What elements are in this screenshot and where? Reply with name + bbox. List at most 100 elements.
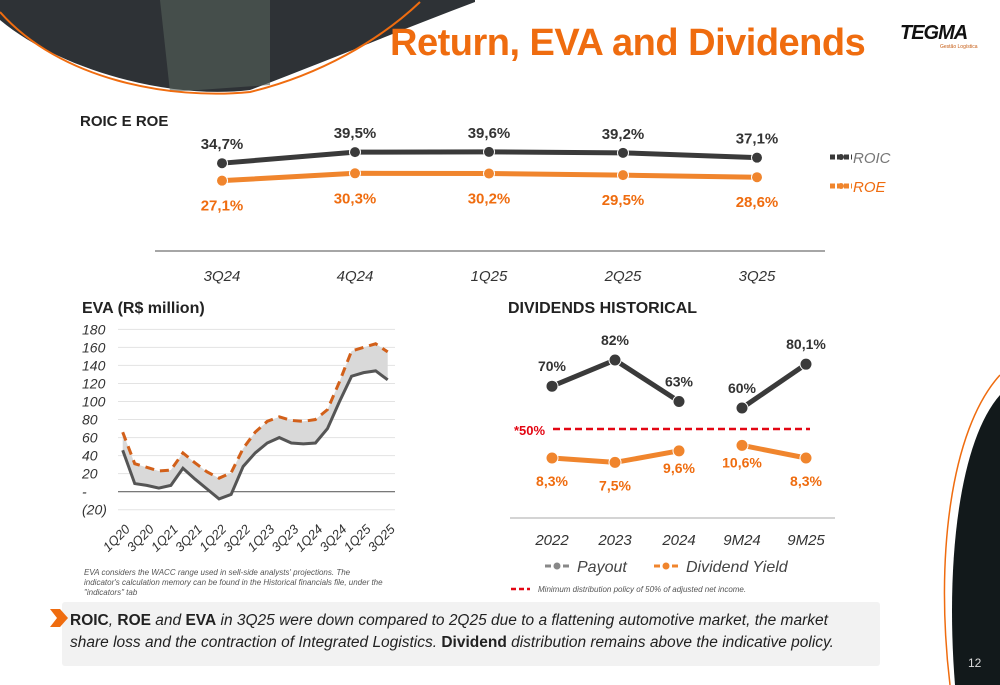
corner-shape bbox=[952, 395, 1000, 685]
data-label-roe: 30,2% bbox=[468, 191, 511, 208]
summary-text-3: in 3Q25 were down compared to 2Q25 due t… bbox=[70, 612, 828, 651]
data-point-roic bbox=[216, 157, 228, 170]
data-label-roe: 29,5% bbox=[602, 192, 645, 209]
dividends-footnote: Minimum distribution policy of 50% of ad… bbox=[538, 585, 747, 594]
summary-text: ROIC, ROE and EVA in 3Q25 were down comp… bbox=[70, 610, 870, 654]
data-point-dividend-yield bbox=[735, 438, 749, 452]
roic-x-tick-label: 1Q25 bbox=[471, 268, 508, 285]
data-point-roe bbox=[751, 171, 763, 184]
data-label-roe: 28,6% bbox=[736, 194, 779, 211]
data-label-dividend-yield: 9,6% bbox=[663, 460, 695, 476]
legend-dot-roic bbox=[838, 154, 844, 160]
data-point-payout bbox=[545, 379, 559, 393]
eva-y-tick-label: 80 bbox=[82, 412, 98, 428]
data-point-payout bbox=[608, 353, 622, 367]
data-point-dividend-yield bbox=[545, 451, 559, 465]
eva-upper-line bbox=[121, 342, 389, 480]
dividends-x-tick-label: 2024 bbox=[661, 532, 695, 549]
dividends-x-tick-label: 2022 bbox=[534, 532, 569, 549]
data-point-dividend-yield bbox=[608, 455, 622, 469]
data-point-roic bbox=[349, 146, 361, 159]
summary-box: ROIC, ROE and EVA in 3Q25 were down comp… bbox=[62, 602, 880, 666]
data-label-roe: 30,3% bbox=[334, 190, 377, 207]
data-point-roe bbox=[349, 167, 361, 180]
policy-reference-label: *50% bbox=[514, 423, 546, 438]
eva-y-tick-label: 180 bbox=[82, 321, 106, 337]
summary-text-4: distribution remains above the indicativ… bbox=[506, 634, 834, 651]
eva-x-tick-label: 3Q25 bbox=[365, 521, 399, 555]
legend-dot-dividend-yield bbox=[662, 562, 670, 570]
dividends-x-tick-label: 9M25 bbox=[787, 532, 825, 549]
legend-dot-roe bbox=[838, 183, 844, 189]
legend-label-roe: ROE bbox=[853, 179, 887, 196]
eva-lower-line bbox=[121, 369, 389, 501]
roic-x-tick-label: 3Q24 bbox=[204, 268, 241, 285]
eva-x-tick-label: 3Q24 bbox=[317, 522, 350, 555]
slide-title: Return, EVA and Dividends bbox=[390, 22, 866, 64]
data-point-dividend-yield bbox=[672, 444, 686, 458]
data-label-roic: 37,1% bbox=[736, 131, 779, 148]
eva-title: EVA (R$ million) bbox=[82, 300, 205, 317]
data-point-roe bbox=[216, 174, 228, 187]
chevron-right-icon bbox=[50, 609, 68, 627]
eva-y-tick-label: (20) bbox=[82, 502, 107, 518]
eva-y-tick-label: 40 bbox=[82, 448, 98, 464]
eva-y-tick-label: 140 bbox=[82, 357, 106, 373]
summary-bold-eva: EVA bbox=[185, 612, 217, 629]
summary-text-1: , bbox=[108, 612, 118, 629]
data-label-dividend-yield: 8,3% bbox=[536, 473, 568, 489]
data-label-dividend-yield: 10,6% bbox=[722, 454, 762, 470]
data-label-payout: 60% bbox=[728, 380, 757, 396]
data-point-dividend-yield bbox=[799, 451, 813, 465]
eva-y-tick-label: - bbox=[82, 484, 87, 500]
legend-label-payout: Payout bbox=[577, 559, 627, 576]
page-number: 12 bbox=[968, 656, 982, 670]
data-label-payout: 80,1% bbox=[786, 336, 826, 352]
summary-bold-roe: ROE bbox=[117, 612, 151, 629]
legend-dot-payout bbox=[553, 562, 561, 570]
eva-y-tick-label: 20 bbox=[81, 466, 98, 482]
eva-range-band bbox=[122, 343, 388, 499]
header-curve bbox=[0, 1, 421, 95]
logo-text: TEGMA bbox=[900, 22, 968, 44]
eva-x-tick-label: 1Q21 bbox=[148, 522, 181, 555]
header-photo-highlight bbox=[160, 0, 270, 92]
eva-y-tick-label: 100 bbox=[82, 394, 106, 410]
data-point-roic bbox=[617, 146, 629, 159]
data-point-roe bbox=[617, 169, 629, 182]
data-label-roic: 39,2% bbox=[602, 126, 645, 143]
data-point-roe bbox=[483, 167, 495, 180]
corner-curve bbox=[943, 374, 1000, 685]
data-label-payout: 82% bbox=[601, 332, 630, 348]
data-label-roic: 39,5% bbox=[334, 125, 377, 142]
company-logo: TEGMA Gestão Logística bbox=[900, 22, 980, 52]
data-point-roic bbox=[751, 151, 763, 164]
roic-x-tick-label: 4Q24 bbox=[337, 268, 374, 285]
summary-bold-roic: ROIC bbox=[70, 612, 109, 629]
summary-text-2: and bbox=[150, 612, 186, 629]
data-label-roic: 34,7% bbox=[201, 136, 244, 153]
data-point-payout bbox=[672, 394, 686, 408]
data-point-roic bbox=[483, 145, 495, 158]
dividends-x-tick-label: 9M24 bbox=[723, 532, 761, 549]
logo-subtext: Gestão Logística bbox=[940, 44, 978, 50]
eva-y-tick-label: 120 bbox=[82, 375, 106, 391]
roic-x-tick-label: 3Q25 bbox=[739, 268, 776, 285]
legend-label-roic: ROIC bbox=[853, 150, 891, 167]
eva-y-tick-label: 60 bbox=[82, 430, 98, 446]
eva-y-tick-label: 160 bbox=[82, 339, 106, 355]
dividends-title: DIVIDENDS HISTORICAL bbox=[508, 300, 698, 317]
data-label-dividend-yield: 7,5% bbox=[599, 477, 631, 493]
data-point-payout bbox=[735, 401, 749, 415]
series-line-payout bbox=[740, 362, 808, 411]
summary-bold-dividend: Dividend bbox=[441, 634, 507, 651]
data-label-roe: 27,1% bbox=[201, 198, 244, 215]
eva-footnote: EVA considers the WACC range used in sel… bbox=[84, 568, 383, 597]
eva-x-tick-label: 1Q24 bbox=[292, 522, 325, 555]
series-line-dividend-yield bbox=[741, 442, 807, 461]
data-label-dividend-yield: 8,3% bbox=[790, 473, 822, 489]
roic-x-tick-label: 2Q25 bbox=[604, 268, 642, 285]
data-label-payout: 70% bbox=[538, 358, 567, 374]
